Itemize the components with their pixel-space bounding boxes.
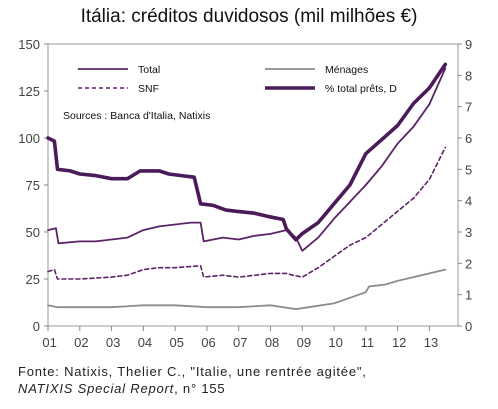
series-line-menages bbox=[47, 268, 447, 310]
x-tick-label: 07 bbox=[233, 335, 247, 350]
legend-label-snf: SNF bbox=[138, 83, 159, 95]
x-tick-label: 11 bbox=[361, 335, 375, 350]
x-tick-label: 04 bbox=[138, 335, 152, 350]
series-line-pct bbox=[46, 62, 448, 242]
y-tick-label: 25 bbox=[26, 272, 40, 287]
x-tick-label: 13 bbox=[424, 335, 438, 350]
caption-line-2: NATIXIS Special Report, n° 155 bbox=[18, 380, 488, 397]
y2-tick-label: 7 bbox=[465, 100, 472, 115]
legend-label-total: Total bbox=[138, 64, 160, 76]
x-tick-label: 09 bbox=[297, 335, 311, 350]
chart-title: Itália: créditos duvidosos (mil milhões … bbox=[80, 6, 418, 27]
legend: Total Ménages SNF % total prêts, D bbox=[78, 64, 397, 95]
series-line-snf bbox=[47, 146, 447, 280]
y2-tick-label: 8 bbox=[465, 68, 472, 83]
x-tick-label: 06 bbox=[201, 335, 215, 350]
figure-caption: Fonte: Natixis, Thelier C., "Italie, une… bbox=[18, 363, 488, 397]
x-tick-label: 05 bbox=[169, 335, 183, 350]
y-tick-label: 75 bbox=[26, 178, 40, 193]
x-tick-label: 12 bbox=[392, 335, 406, 350]
y-tick-label: 125 bbox=[18, 84, 40, 99]
x-tick-label: 10 bbox=[328, 335, 342, 350]
y2-tick-label: 9 bbox=[465, 37, 472, 52]
y2-tick-label: 3 bbox=[465, 225, 472, 240]
y2-tick-label: 5 bbox=[465, 162, 472, 177]
legend-label-pct: % total prêts, D bbox=[325, 83, 397, 95]
x-tick-label: 02 bbox=[74, 335, 88, 350]
y2-tick-label: 0 bbox=[465, 319, 472, 334]
series-group bbox=[46, 62, 448, 310]
legend-label-menages: Ménages bbox=[325, 64, 368, 76]
series-line-total bbox=[47, 67, 447, 252]
x-tick-label: 03 bbox=[106, 335, 120, 350]
sources-note: Sources : Banca d'Italia, Natixis bbox=[63, 110, 210, 122]
y2-tick-label: 6 bbox=[465, 131, 472, 146]
y-tick-label: 50 bbox=[26, 225, 40, 240]
caption-line-1: Fonte: Natixis, Thelier C., "Italie, une… bbox=[18, 364, 367, 379]
y-tick-label: 100 bbox=[18, 131, 40, 146]
y2-tick-label: 2 bbox=[465, 256, 472, 271]
x-tick-label: 01 bbox=[42, 335, 56, 350]
caption-report-name: NATIXIS Special Report bbox=[18, 381, 175, 396]
caption-report-suffix: , n° 155 bbox=[174, 381, 226, 396]
y-tick-label: 0 bbox=[33, 319, 40, 334]
y2-tick-label: 1 bbox=[465, 288, 472, 303]
x-tick-label: 08 bbox=[265, 335, 279, 350]
y-tick-label: 150 bbox=[18, 37, 40, 52]
y2-tick-label: 4 bbox=[465, 194, 472, 209]
